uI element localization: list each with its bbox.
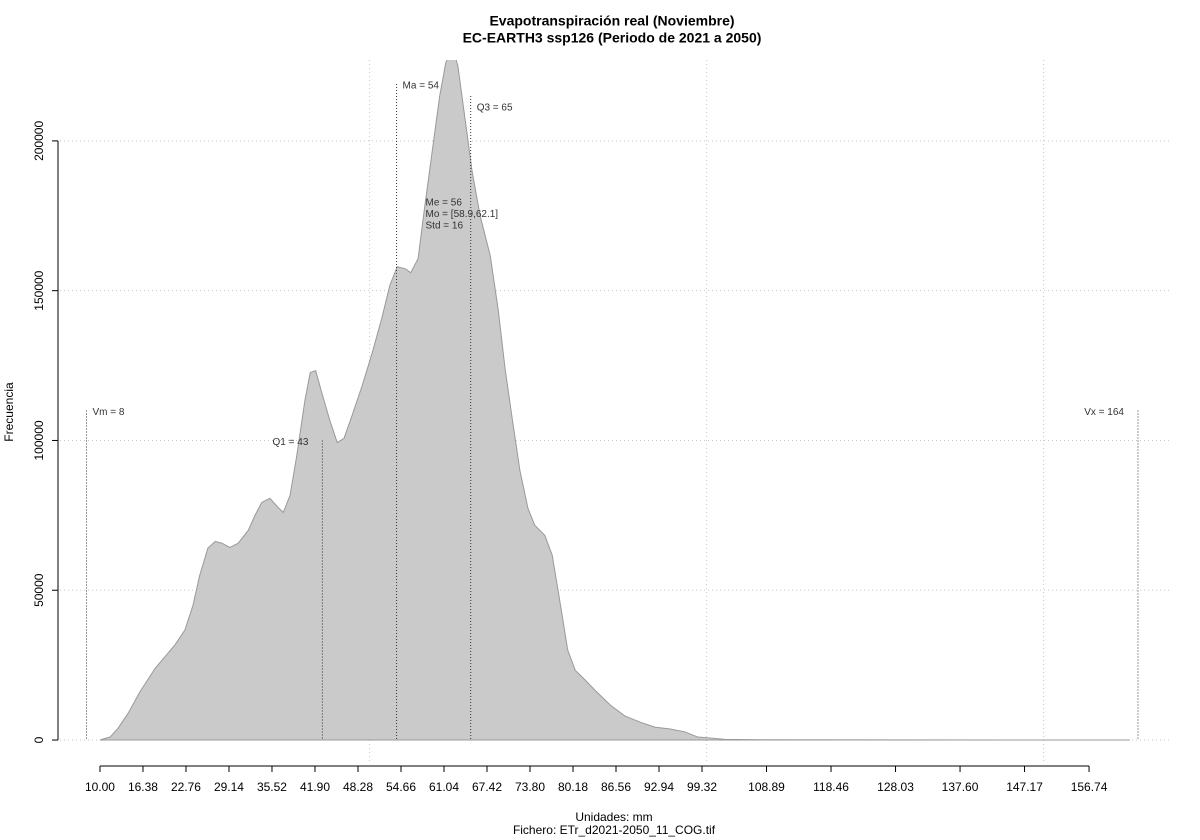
x-tick-label: 99.32: [687, 780, 717, 794]
x-tick-label: 54.66: [386, 780, 416, 794]
x-tick-label: 61.04: [429, 780, 459, 794]
stat-label: Q3 = 65: [477, 103, 513, 114]
x-axis-label: Unidades: mm: [575, 810, 652, 824]
x-tick-label: 48.28: [343, 780, 373, 794]
stat-label: Ma = 54: [403, 81, 440, 92]
stat-text: Mo = [58.9,62.1]: [426, 209, 499, 220]
x-tick-label: 80.18: [558, 780, 588, 794]
caption: Fichero: ETr_d2021-2050_11_COG.tif: [513, 823, 716, 837]
x-tick-label: 29.14: [214, 780, 244, 794]
y-tick-label: 100000: [32, 420, 46, 460]
plot-area: [99, 60, 1130, 741]
x-tick-label: 118.46: [813, 780, 849, 794]
x-tick-label: 41.90: [300, 780, 330, 794]
x-tick-label: 108.89: [748, 780, 785, 794]
y-tick-label: 150000: [32, 270, 46, 310]
y-tick-label: 0: [32, 736, 46, 743]
chart-title: Evapotranspiración real (Noviembre): [489, 13, 734, 29]
x-tick-label: 156.74: [1071, 780, 1108, 794]
y-axis-label: Frecuencia: [2, 382, 16, 442]
density-area: [99, 60, 1130, 741]
x-tick-label: 16.38: [128, 780, 158, 794]
x-tick-label: 86.56: [601, 780, 631, 794]
x-tick-label: 147.17: [1006, 780, 1043, 794]
stat-text: Me = 56: [426, 198, 463, 209]
y-tick-label: 50000: [32, 573, 46, 607]
stat-text: Std = 16: [426, 221, 464, 232]
stat-label: Vx = 164: [1084, 407, 1124, 418]
chart-subtitle: EC-EARTH3 ssp126 (Periodo de 2021 a 2050…: [463, 30, 762, 46]
y-tick-label: 200000: [32, 121, 46, 161]
stat-label: Q1 = 43: [273, 437, 309, 448]
x-tick-label: 73.80: [515, 780, 545, 794]
x-tick-label: 128.03: [877, 780, 914, 794]
stat-label: Vm = 8: [92, 407, 124, 418]
x-tick-label: 10.00: [85, 780, 115, 794]
x-tick-label: 137.60: [942, 780, 979, 794]
x-tick-label: 22.76: [171, 780, 201, 794]
x-tick-label: 35.52: [257, 780, 287, 794]
x-tick-label: 67.42: [472, 780, 502, 794]
x-tick-label: 92.94: [644, 780, 674, 794]
